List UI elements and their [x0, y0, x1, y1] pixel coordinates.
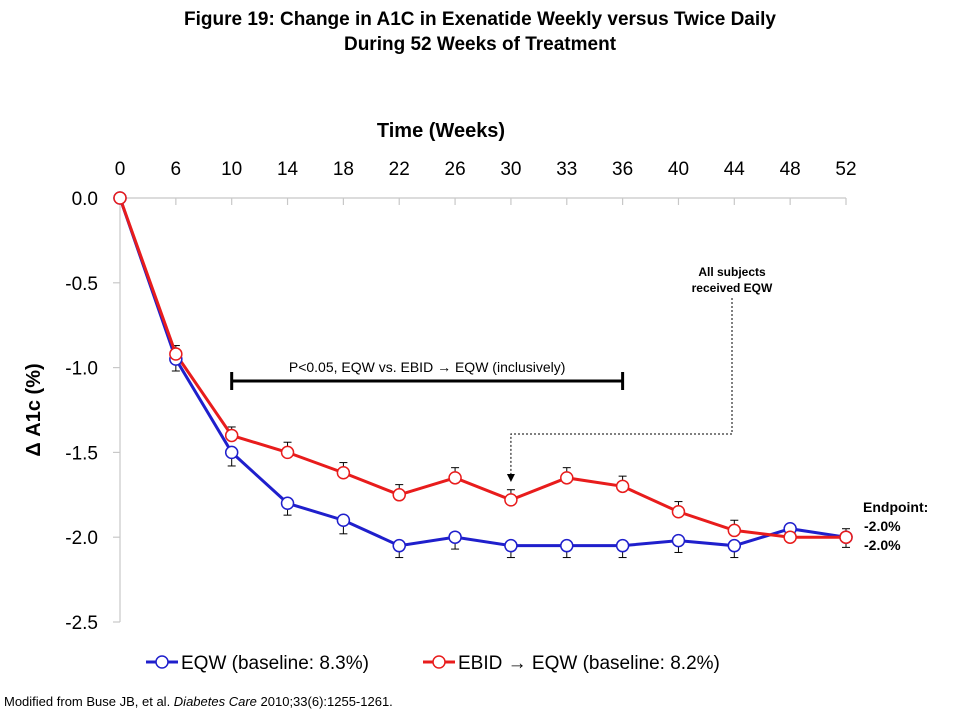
figure-title-line1: Figure 19: Change in A1C in Exenatide We… — [183, 9, 776, 30]
x-tick-label: 14 — [277, 159, 299, 180]
x-tick-label: 0 — [115, 159, 126, 180]
x-tick-label: 36 — [612, 159, 633, 180]
citation-prefix: Modified from Buse JB, et al. — [4, 694, 174, 709]
data-point-ebid — [504, 493, 518, 507]
data-point-eqw — [448, 530, 462, 544]
significance-label: P<0.05, EQW vs. EBID → EQW (inclusively) — [289, 359, 566, 375]
y-axis-title: Δ A1c (%) — [23, 363, 45, 456]
y-tick-label: -0.5 — [65, 274, 98, 295]
x-tick-label: 22 — [389, 159, 410, 180]
x-tick-label: 6 — [171, 159, 182, 180]
data-point-ebid — [727, 523, 742, 538]
y-tick-label: -1.0 — [65, 359, 98, 380]
data-point-ebid — [169, 347, 183, 361]
data-point-eqw — [671, 533, 686, 548]
data-point-ebid — [671, 505, 686, 519]
legend-marker-eqw — [155, 655, 169, 669]
data-point-eqw — [504, 538, 518, 553]
data-point-eqw — [224, 445, 239, 460]
switch-callout-line — [510, 298, 733, 474]
legend-label-eqw: EQW (baseline: 8.3%) — [181, 653, 369, 674]
data-point-eqw — [280, 496, 295, 511]
legend-marker-ebid — [432, 655, 446, 669]
series-line-ebid — [118, 197, 846, 539]
x-tick-label: 52 — [835, 159, 856, 180]
data-point-ebid — [615, 479, 630, 494]
figure-title-line2: During 52 Weeks of Treatment — [343, 34, 617, 55]
switch-label-line1: All subjects — [698, 265, 766, 279]
citation-suffix: 2010;33(6):1255-1261. — [256, 694, 393, 709]
data-point-ebid — [783, 530, 797, 544]
source-citation: Modified from Buse JB, et al. Diabetes C… — [4, 694, 393, 709]
y-tick-label: -1.5 — [65, 443, 98, 464]
x-tick-label: 26 — [445, 159, 466, 180]
x-tick-label: 18 — [333, 159, 354, 180]
endpoint-value-eqw: -2.0% — [864, 518, 901, 534]
citation-journal: Diabetes Care — [173, 694, 257, 709]
data-point-ebid — [280, 445, 295, 460]
data-point-eqw — [615, 538, 630, 553]
endpoint-label: Endpoint: — [863, 499, 928, 515]
endpoint-value-ebid: -2.0% — [864, 537, 901, 553]
data-point-eqw — [560, 538, 574, 553]
x-tick-label: 30 — [500, 159, 521, 180]
x-axis-title: Time (Weeks) — [377, 120, 505, 142]
data-point-ebid — [560, 471, 574, 485]
x-tick-label: 40 — [668, 159, 689, 180]
data-point-ebid — [224, 428, 239, 443]
data-point-ebid — [113, 191, 127, 205]
data-point-ebid — [839, 530, 853, 544]
data-point-ebid — [392, 488, 406, 502]
data-point-eqw — [392, 538, 406, 553]
legend-label-ebid: EBID → EQW (baseline: 8.2%) — [458, 653, 720, 674]
x-tick-label: 44 — [724, 159, 746, 180]
switch-label-line2: received EQW — [692, 281, 773, 295]
x-tick-label: 10 — [221, 159, 242, 180]
y-tick-label: -2.5 — [65, 613, 98, 634]
x-tick-label: 33 — [556, 159, 577, 180]
y-tick-label: -2.0 — [65, 528, 98, 549]
x-tick-label: 48 — [780, 159, 801, 180]
switch-callout-arrowhead — [506, 474, 515, 482]
series-line-eqw — [118, 197, 847, 548]
data-point-ebid — [448, 471, 462, 485]
data-point-eqw — [727, 538, 742, 553]
y-tick-label: 0.0 — [72, 189, 98, 210]
data-point-eqw — [336, 513, 351, 527]
data-point-ebid — [336, 466, 351, 480]
